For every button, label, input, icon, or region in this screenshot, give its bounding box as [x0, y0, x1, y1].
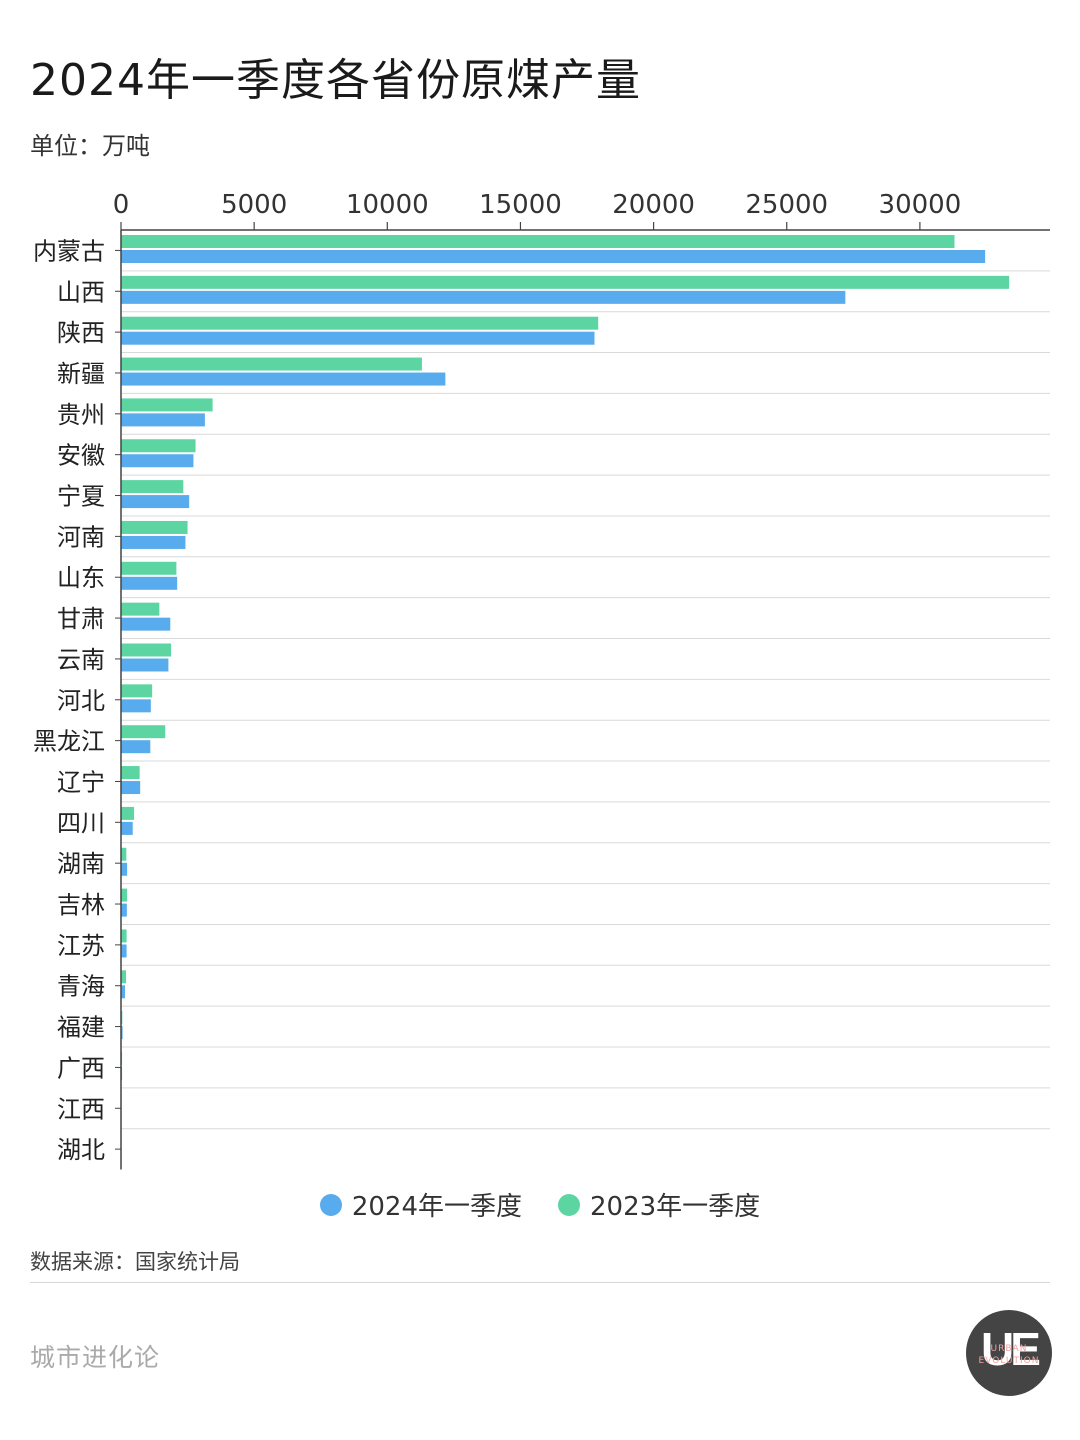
- category-label-22: 湖北: [57, 1136, 105, 1164]
- bar-2023-5: [121, 439, 196, 453]
- legend: 2024年一季度 2023年一季度: [0, 1186, 1080, 1223]
- bar-2024-12: [121, 740, 151, 754]
- unit-label: 单位：万吨: [30, 132, 150, 160]
- bar-2023-14: [121, 806, 135, 820]
- x-tick-label-4: 20000: [612, 190, 695, 220]
- bar-2024-8: [121, 576, 178, 590]
- bar-2023-17: [121, 929, 127, 943]
- bar-2024-1: [121, 290, 846, 304]
- bar-2024-6: [121, 495, 190, 509]
- category-label-21: 江西: [57, 1095, 105, 1123]
- category-label-10: 云南: [57, 646, 105, 674]
- legend-dot-2023: [558, 1193, 580, 1216]
- bar-2024-7: [121, 535, 186, 549]
- category-label-4: 贵州: [57, 401, 105, 429]
- bar-2024-15: [121, 862, 128, 876]
- legend-item-2023: 2023年一季度: [558, 1186, 760, 1223]
- bar-2023-16: [121, 888, 128, 902]
- x-tick-label-2: 10000: [346, 190, 429, 220]
- bar-2023-1: [121, 275, 1010, 289]
- bar-2024-16: [121, 903, 127, 917]
- category-label-6: 宁夏: [57, 483, 105, 511]
- logo-letters: UE: [981, 1323, 1041, 1375]
- legend-item-2024: 2024年一季度: [319, 1186, 522, 1223]
- bar-2023-18: [121, 970, 127, 984]
- category-label-8: 山东: [57, 564, 105, 592]
- x-tick-label-5: 25000: [745, 190, 828, 220]
- bar-2023-3: [121, 357, 422, 371]
- logo-line-2: EVOLUTION: [978, 1356, 1040, 1366]
- bar-2024-17: [121, 944, 127, 958]
- category-label-1: 山西: [57, 278, 105, 306]
- bar-2024-0: [121, 250, 986, 263]
- legend-dot-2024: [319, 1193, 342, 1216]
- bar-2024-3: [121, 372, 446, 386]
- bar-2024-18: [121, 985, 125, 999]
- category-label-3: 新疆: [57, 360, 105, 388]
- bar-2023-13: [121, 766, 140, 780]
- bar-2023-0: [121, 235, 955, 248]
- brand-name: 城市进化论: [30, 1343, 161, 1372]
- bar-2023-2: [121, 316, 599, 330]
- category-label-14: 四川: [57, 809, 105, 837]
- logo-line-1: URBAN: [990, 1344, 1028, 1354]
- legend-label-2023: 2023年一季度: [590, 1192, 761, 1222]
- category-label-15: 湖南: [57, 850, 105, 878]
- category-label-7: 河南: [57, 523, 105, 551]
- chart-title: 2024年一季度各省份原煤产量: [30, 55, 641, 106]
- category-label-5: 安徽: [57, 442, 105, 470]
- category-label-13: 辽宁: [57, 768, 105, 796]
- bar-2023-8: [121, 561, 177, 575]
- footer-divider: [30, 1282, 1050, 1283]
- x-tick-label-6: 30000: [879, 190, 962, 220]
- category-label-19: 福建: [57, 1014, 105, 1042]
- bar-2024-14: [121, 821, 133, 835]
- category-label-0: 内蒙古: [33, 237, 105, 265]
- bar-2023-7: [121, 520, 188, 534]
- bar-2024-19: [121, 1026, 123, 1040]
- category-label-9: 甘肃: [57, 605, 105, 633]
- bar-2023-12: [121, 725, 166, 739]
- category-label-18: 青海: [57, 973, 105, 1001]
- x-tick-label-1: 5000: [221, 190, 287, 220]
- bar-2024-5: [121, 454, 194, 468]
- x-tick-label-0: 0: [113, 190, 130, 220]
- bar-2023-10: [121, 643, 172, 657]
- category-label-2: 陕西: [57, 319, 105, 347]
- legend-label-2024: 2024年一季度: [351, 1192, 522, 1222]
- bar-2024-4: [121, 413, 205, 427]
- bar-2024-9: [121, 617, 171, 631]
- category-label-16: 吉林: [57, 891, 105, 919]
- category-label-20: 广西: [57, 1054, 105, 1082]
- bar-2024-13: [121, 781, 141, 795]
- bar-2024-11: [121, 699, 151, 713]
- bar-2023-15: [121, 847, 127, 861]
- data-source: 数据来源：国家统计局: [30, 1250, 240, 1274]
- bar-2023-4: [121, 398, 213, 412]
- bar-2024-2: [121, 331, 595, 345]
- bar-2023-6: [121, 480, 184, 494]
- bar-2023-9: [121, 602, 160, 616]
- category-label-17: 江苏: [57, 932, 105, 960]
- bar-2023-11: [121, 684, 153, 698]
- category-label-12: 黑龙江: [33, 728, 105, 756]
- category-label-11: 河北: [57, 687, 105, 715]
- bar-2024-10: [121, 658, 169, 672]
- brand-logo: UE URBAN EVOLUTION: [966, 1310, 1052, 1396]
- x-tick-label-3: 15000: [479, 190, 562, 220]
